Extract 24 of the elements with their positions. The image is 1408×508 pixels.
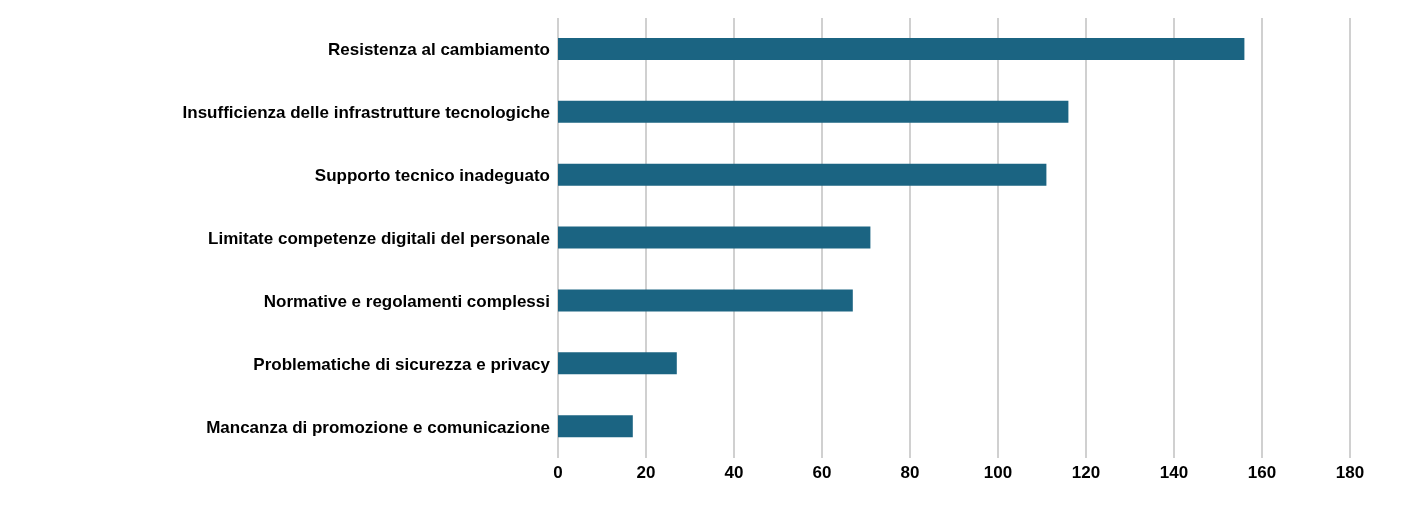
y-tick-label: Mancanza di promozione e comunicazione xyxy=(206,417,550,437)
bar xyxy=(558,289,853,312)
x-tick-label: 20 xyxy=(636,463,656,483)
x-tick-label: 60 xyxy=(812,463,832,483)
x-tick-label: 0 xyxy=(553,463,563,483)
y-tick-label: Problematiche di sicurezza e privacy xyxy=(253,354,551,374)
bar xyxy=(558,352,677,375)
bar xyxy=(558,100,1069,123)
y-tick-label: Limitate competenze digitali del personale xyxy=(208,229,550,249)
x-tick-label: 120 xyxy=(1071,463,1101,483)
y-tick-label: Normative e regolamenti complessi xyxy=(263,291,550,311)
bar xyxy=(558,163,1047,186)
x-tick-label: 80 xyxy=(900,463,920,483)
y-tick-label: Insufficienza delle infrastrutture tecnologiche xyxy=(182,103,550,123)
x-tick-label: 160 xyxy=(1247,463,1277,483)
x-tick-label: 40 xyxy=(724,463,744,483)
y-tick-label: Supporto tecnico inadeguato xyxy=(314,166,550,186)
bar xyxy=(558,38,1245,60)
bar xyxy=(558,226,871,249)
x-tick-label: 180 xyxy=(1335,463,1365,483)
x-tick-label: 100 xyxy=(983,463,1013,483)
bar xyxy=(558,415,633,438)
x-tick-label: 140 xyxy=(1159,463,1189,483)
y-tick-label: Resistenza al cambiamento xyxy=(327,40,550,60)
